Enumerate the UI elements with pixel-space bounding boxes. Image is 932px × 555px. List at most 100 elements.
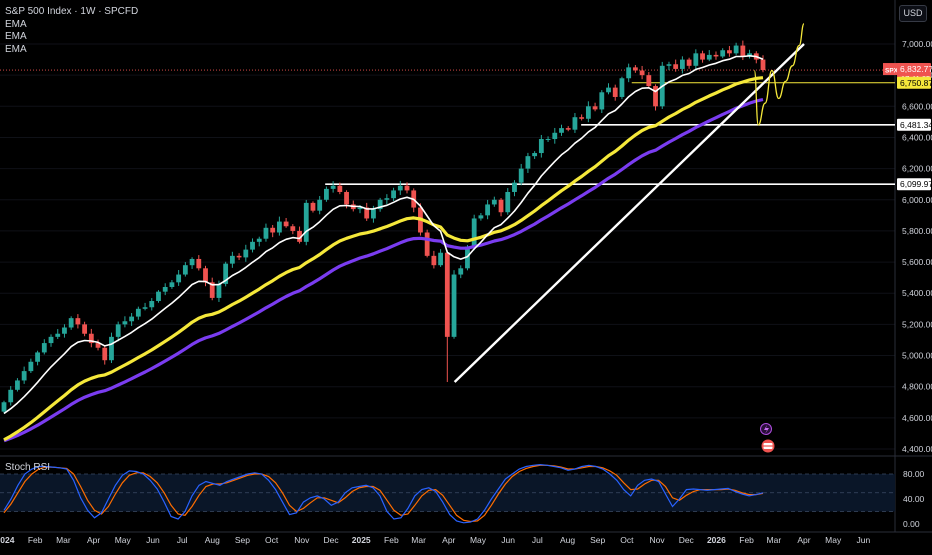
- candle[interactable]: [310, 202, 316, 211]
- candle[interactable]: [653, 86, 658, 107]
- candle[interactable]: [35, 352, 40, 362]
- level-6481-tag[interactable]: [897, 118, 931, 131]
- candle[interactable]: [256, 238, 262, 242]
- candle[interactable]: [1, 402, 7, 412]
- candle[interactable]: [297, 230, 302, 242]
- candle[interactable]: [451, 274, 457, 337]
- stoch-d-line[interactable]: [3, 464, 764, 523]
- candle[interactable]: [552, 132, 558, 140]
- candle[interactable]: [223, 263, 229, 284]
- ema-label-3[interactable]: EMA: [5, 43, 27, 55]
- candle[interactable]: [250, 241, 255, 250]
- candle[interactable]: [673, 64, 679, 69]
- candle[interactable]: [216, 283, 222, 298]
- candle[interactable]: [599, 92, 605, 110]
- candle[interactable]: [693, 53, 699, 66]
- candle[interactable]: [303, 202, 309, 242]
- candle[interactable]: [747, 53, 752, 57]
- candle[interactable]: [491, 199, 497, 205]
- candle[interactable]: [619, 78, 625, 97]
- candle[interactable]: [740, 45, 746, 57]
- candle[interactable]: [88, 333, 94, 344]
- candle[interactable]: [189, 258, 195, 266]
- candle[interactable]: [572, 117, 578, 130]
- candle[interactable]: [176, 274, 182, 283]
- candle[interactable]: [102, 347, 108, 361]
- projection-drawing[interactable]: [753, 23, 805, 126]
- candle[interactable]: [424, 232, 430, 256]
- candle[interactable]: [585, 106, 591, 119]
- candle[interactable]: [182, 265, 188, 275]
- candle[interactable]: [109, 336, 114, 361]
- candle[interactable]: [538, 139, 544, 154]
- candle[interactable]: [28, 361, 34, 372]
- candle[interactable]: [209, 282, 215, 298]
- candle[interactable]: [606, 87, 611, 93]
- candle[interactable]: [592, 106, 598, 110]
- candle[interactable]: [639, 70, 645, 76]
- candle[interactable]: [559, 128, 564, 133]
- candle[interactable]: [203, 268, 208, 283]
- candle[interactable]: [48, 336, 54, 344]
- candle[interactable]: [391, 190, 396, 199]
- candle[interactable]: [485, 204, 491, 216]
- candle[interactable]: [364, 207, 370, 219]
- candle[interactable]: [713, 54, 719, 57]
- candle[interactable]: [290, 226, 296, 231]
- candle[interactable]: [525, 156, 531, 169]
- candle[interactable]: [337, 185, 343, 192]
- candle[interactable]: [229, 255, 235, 264]
- ema-label-1[interactable]: EMA: [5, 18, 27, 30]
- candle[interactable]: [565, 128, 571, 130]
- candle[interactable]: [377, 199, 383, 210]
- candle[interactable]: [95, 343, 101, 348]
- candle[interactable]: [700, 53, 705, 60]
- candle[interactable]: [276, 221, 282, 233]
- candle[interactable]: [632, 67, 638, 71]
- candle[interactable]: [626, 67, 632, 79]
- candle[interactable]: [733, 45, 739, 54]
- candle[interactable]: [82, 324, 88, 334]
- candle[interactable]: [330, 185, 336, 189]
- ema-price-tag[interactable]: [897, 76, 931, 89]
- candle[interactable]: [68, 318, 74, 328]
- candle[interactable]: [646, 75, 652, 87]
- candle[interactable]: [458, 268, 464, 275]
- candle[interactable]: [270, 227, 276, 233]
- candle[interactable]: [156, 291, 161, 302]
- candle[interactable]: [505, 191, 511, 213]
- candle[interactable]: [62, 327, 67, 334]
- candle[interactable]: [438, 252, 443, 266]
- candle[interactable]: [169, 282, 175, 287]
- candle[interactable]: [404, 185, 410, 191]
- candle[interactable]: [666, 64, 672, 66]
- candle[interactable]: [612, 87, 618, 97]
- candle[interactable]: [41, 343, 47, 353]
- candle[interactable]: [686, 59, 692, 66]
- candle[interactable]: [478, 215, 484, 219]
- spx-symbol-tag[interactable]: [883, 63, 898, 76]
- candle[interactable]: [115, 324, 121, 337]
- candle[interactable]: [75, 318, 81, 325]
- candle[interactable]: [512, 182, 517, 192]
- candle[interactable]: [243, 249, 249, 258]
- candle[interactable]: [579, 117, 585, 119]
- candle[interactable]: [236, 255, 242, 258]
- candle[interactable]: [384, 198, 390, 200]
- ema-slow-line[interactable]: [3, 97, 764, 443]
- candle[interactable]: [498, 199, 504, 213]
- candle[interactable]: [135, 308, 141, 317]
- stoch-k-line[interactable]: [3, 463, 764, 524]
- symbol-title[interactable]: S&P 500 Index · 1W · SPCFD: [5, 6, 139, 17]
- candle[interactable]: [344, 191, 349, 205]
- candle[interactable]: [706, 54, 712, 60]
- candle[interactable]: [357, 207, 363, 210]
- candle[interactable]: [122, 321, 128, 325]
- candle[interactable]: [679, 59, 685, 69]
- candle[interactable]: [283, 221, 289, 227]
- candle[interactable]: [532, 153, 538, 157]
- candle[interactable]: [760, 59, 766, 71]
- candle[interactable]: [196, 258, 202, 269]
- candle[interactable]: [431, 255, 437, 266]
